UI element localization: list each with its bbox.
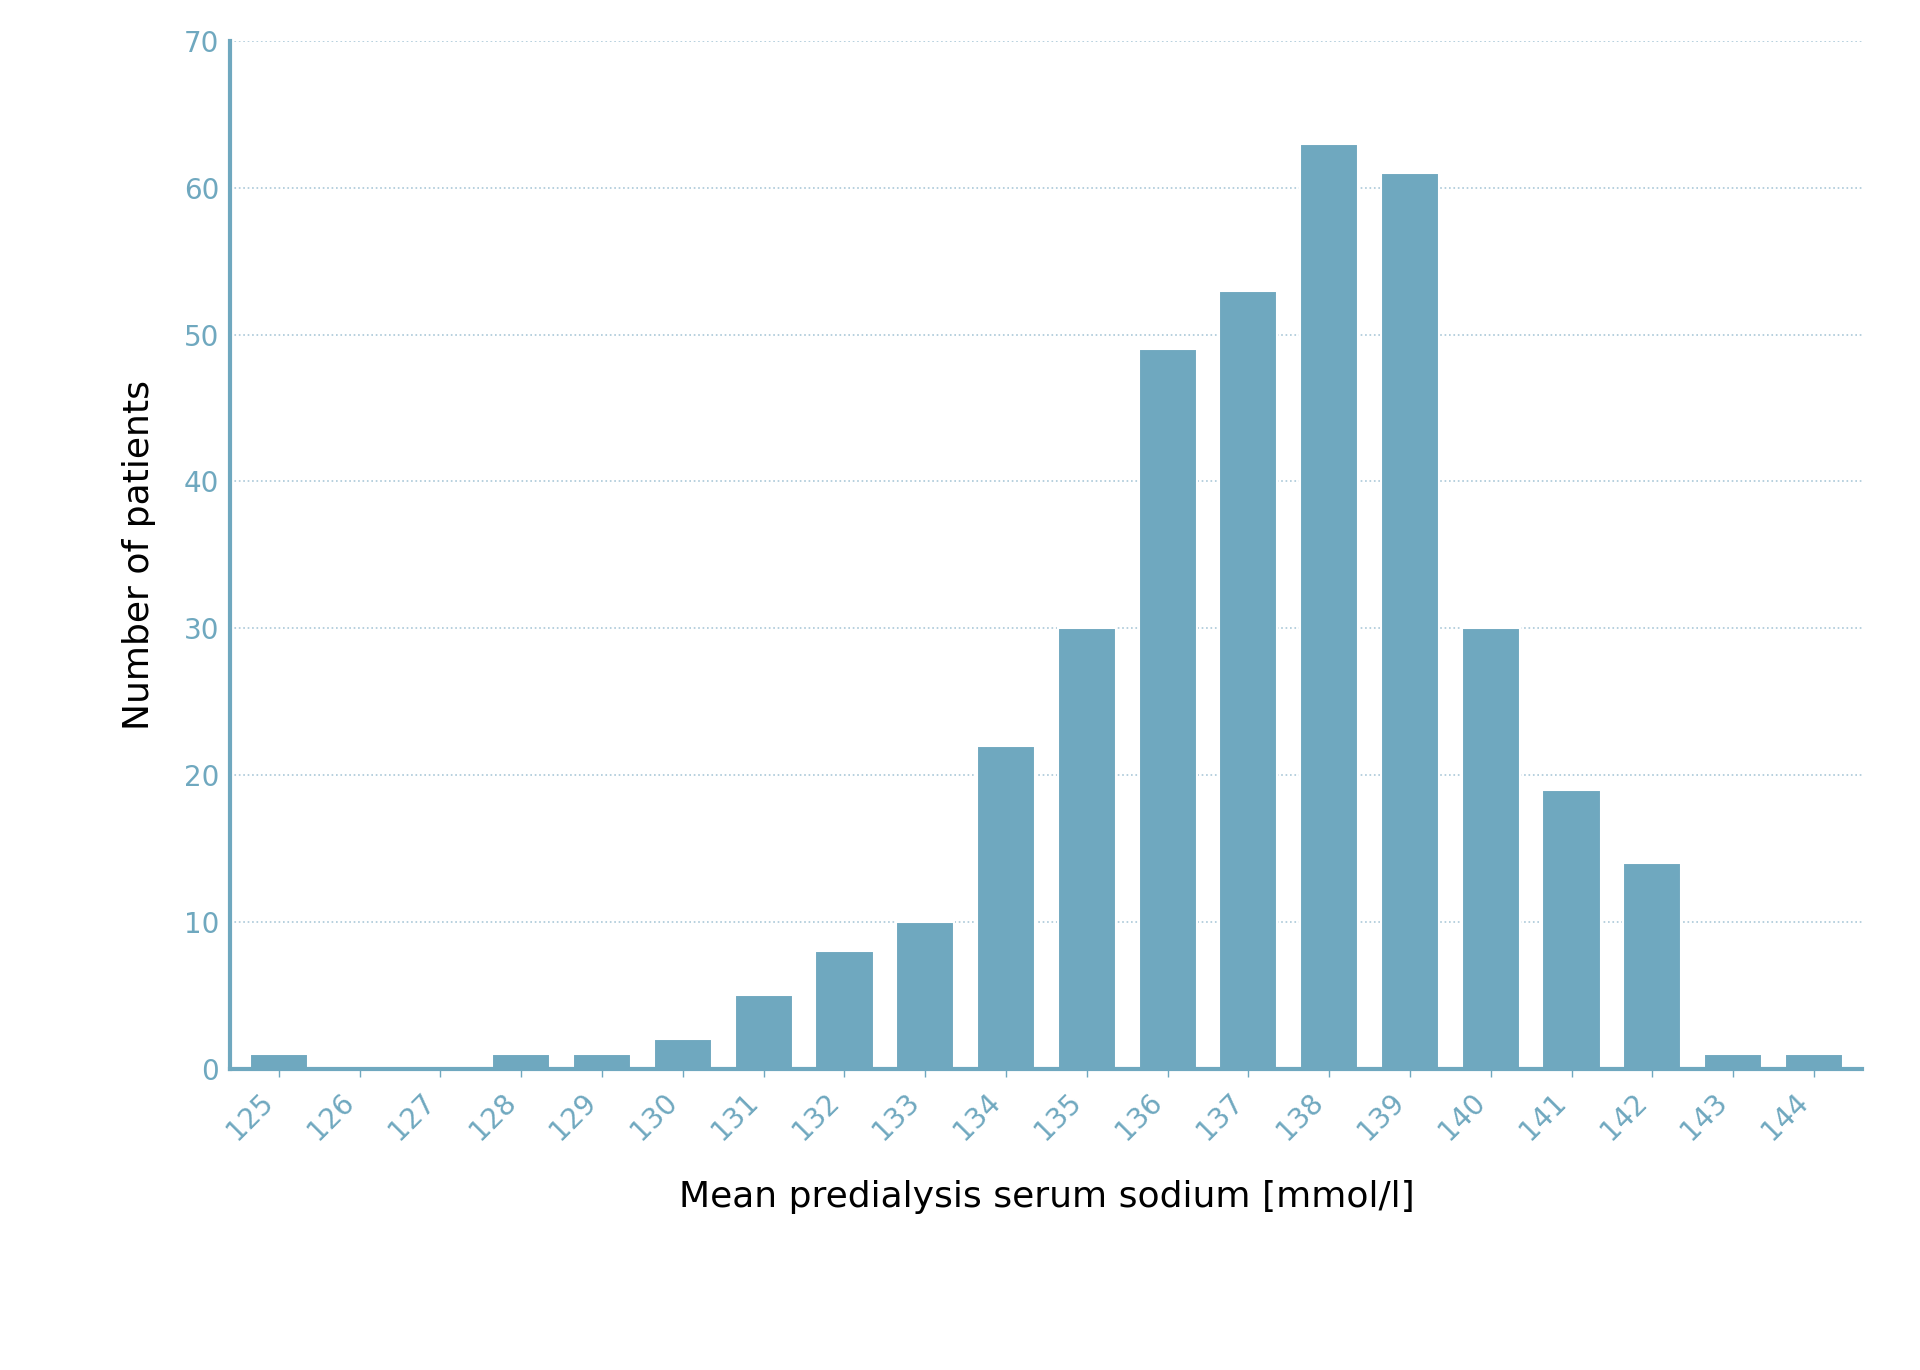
Bar [897, 922, 954, 1069]
Bar [1139, 349, 1196, 1069]
Bar [1461, 629, 1521, 1069]
X-axis label: Mean predialysis serum sodium [mmol/l]: Mean predialysis serum sodium [mmol/l] [678, 1180, 1415, 1214]
Bar [1786, 1054, 1843, 1069]
Bar [653, 1040, 712, 1069]
Bar [1542, 789, 1601, 1069]
Y-axis label: Number of patients: Number of patients [123, 379, 156, 730]
Bar [492, 1054, 551, 1069]
Bar [1380, 173, 1440, 1069]
Bar [977, 745, 1035, 1069]
Bar [1705, 1054, 1763, 1069]
Bar [1058, 629, 1116, 1069]
Bar [1622, 863, 1682, 1069]
Bar [1219, 290, 1277, 1069]
Bar [250, 1054, 307, 1069]
Bar [735, 995, 793, 1069]
Bar [816, 951, 874, 1069]
Bar [572, 1054, 632, 1069]
Bar [1300, 144, 1357, 1069]
